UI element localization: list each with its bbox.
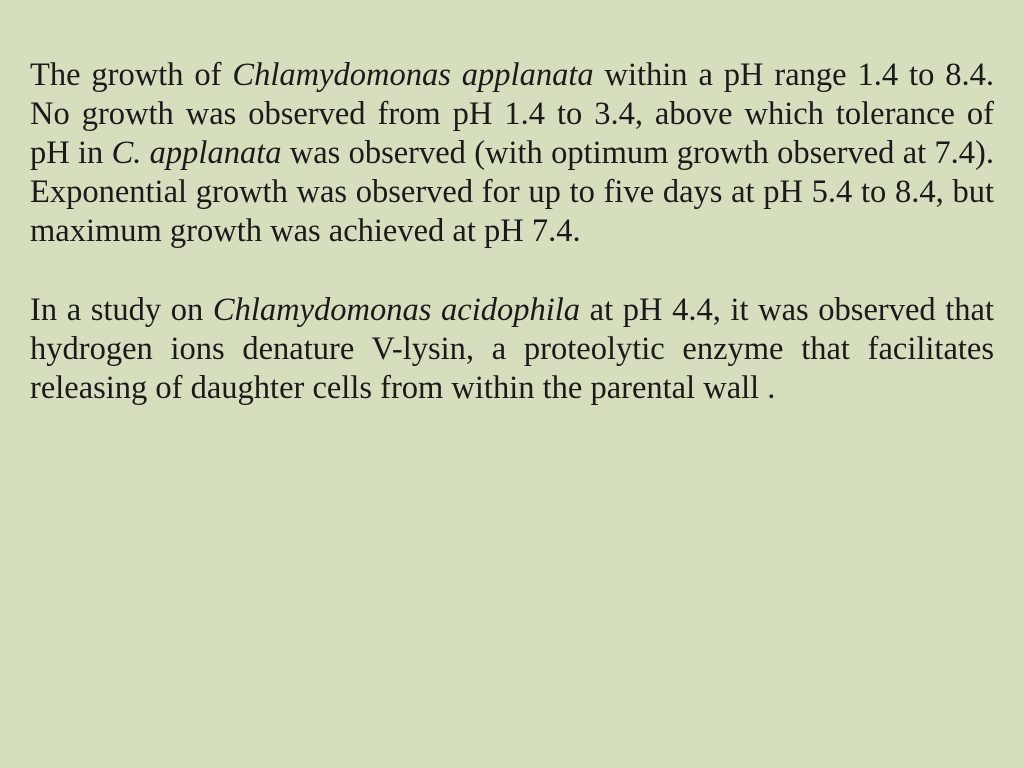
paragraph-1: The growth of Chlamydomonas applanata wi… [30, 56, 994, 251]
text-run: The growth of [30, 57, 232, 93]
italic-run: Chlamydomonas acidophila [213, 292, 580, 328]
slide-body: The growth of Chlamydomonas applanata wi… [30, 56, 994, 408]
italic-run: C. applanata [112, 135, 282, 171]
italic-run: Chlamydomonas applanata [232, 57, 593, 93]
text-run: In a study on [30, 292, 213, 328]
paragraph-2: In a study on Chlamydomonas acidophila a… [30, 291, 994, 408]
